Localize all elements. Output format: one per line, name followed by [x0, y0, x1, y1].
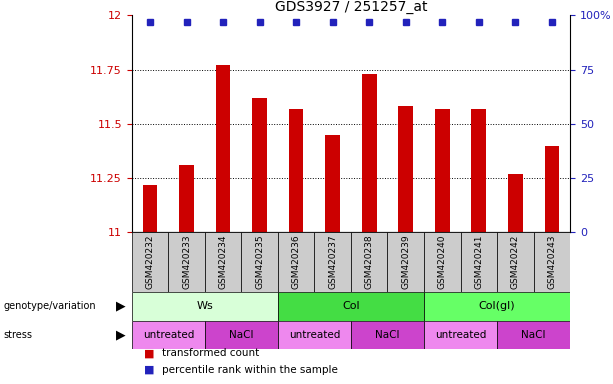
- Bar: [216, 65, 230, 232]
- Text: ■: ■: [144, 365, 154, 375]
- Bar: [289, 109, 303, 232]
- Bar: [424, 321, 497, 349]
- Bar: [544, 146, 559, 232]
- Bar: [435, 109, 449, 232]
- Text: percentile rank within the sample: percentile rank within the sample: [162, 365, 338, 375]
- Text: GSM420238: GSM420238: [365, 235, 374, 290]
- Text: GSM420234: GSM420234: [219, 235, 227, 289]
- Text: GSM420233: GSM420233: [182, 235, 191, 290]
- Text: transformed count: transformed count: [162, 348, 260, 358]
- Bar: [278, 232, 314, 292]
- Text: GSM420237: GSM420237: [328, 235, 337, 290]
- Bar: [351, 321, 424, 349]
- Text: GSM420241: GSM420241: [474, 235, 483, 289]
- Bar: [533, 232, 570, 292]
- Bar: [278, 292, 424, 321]
- Bar: [205, 321, 278, 349]
- Bar: [460, 232, 497, 292]
- Bar: [169, 232, 205, 292]
- Text: untreated: untreated: [435, 330, 486, 340]
- Text: ▶: ▶: [116, 329, 126, 341]
- Title: GDS3927 / 251257_at: GDS3927 / 251257_at: [275, 0, 427, 14]
- Text: untreated: untreated: [143, 330, 194, 340]
- Bar: [424, 232, 460, 292]
- Text: Ws: Ws: [197, 301, 213, 311]
- Text: GSM420242: GSM420242: [511, 235, 520, 289]
- Bar: [132, 232, 169, 292]
- Bar: [362, 74, 376, 232]
- Text: GSM420240: GSM420240: [438, 235, 447, 289]
- Text: GSM420243: GSM420243: [547, 235, 557, 289]
- Text: GSM420232: GSM420232: [145, 235, 154, 289]
- Bar: [205, 232, 242, 292]
- Text: NaCl: NaCl: [521, 330, 546, 340]
- Text: ■: ■: [144, 348, 154, 358]
- Text: GSM420239: GSM420239: [402, 235, 410, 290]
- Bar: [278, 321, 351, 349]
- Text: stress: stress: [3, 330, 32, 340]
- Bar: [132, 321, 205, 349]
- Bar: [242, 232, 278, 292]
- Bar: [424, 292, 570, 321]
- Bar: [398, 106, 413, 232]
- Text: Col(gl): Col(gl): [479, 301, 516, 311]
- Bar: [471, 109, 486, 232]
- Bar: [179, 165, 194, 232]
- Text: GSM420236: GSM420236: [292, 235, 300, 290]
- Bar: [143, 185, 158, 232]
- Bar: [132, 292, 278, 321]
- Text: Col: Col: [342, 301, 360, 311]
- Bar: [497, 321, 570, 349]
- Bar: [497, 232, 533, 292]
- Text: genotype/variation: genotype/variation: [3, 301, 96, 311]
- Text: NaCl: NaCl: [229, 330, 254, 340]
- Bar: [326, 135, 340, 232]
- Bar: [508, 174, 523, 232]
- Text: NaCl: NaCl: [375, 330, 400, 340]
- Bar: [253, 98, 267, 232]
- Text: ▶: ▶: [116, 300, 126, 313]
- Bar: [314, 232, 351, 292]
- Text: GSM420235: GSM420235: [255, 235, 264, 290]
- Bar: [351, 232, 387, 292]
- Text: untreated: untreated: [289, 330, 340, 340]
- Bar: [387, 232, 424, 292]
